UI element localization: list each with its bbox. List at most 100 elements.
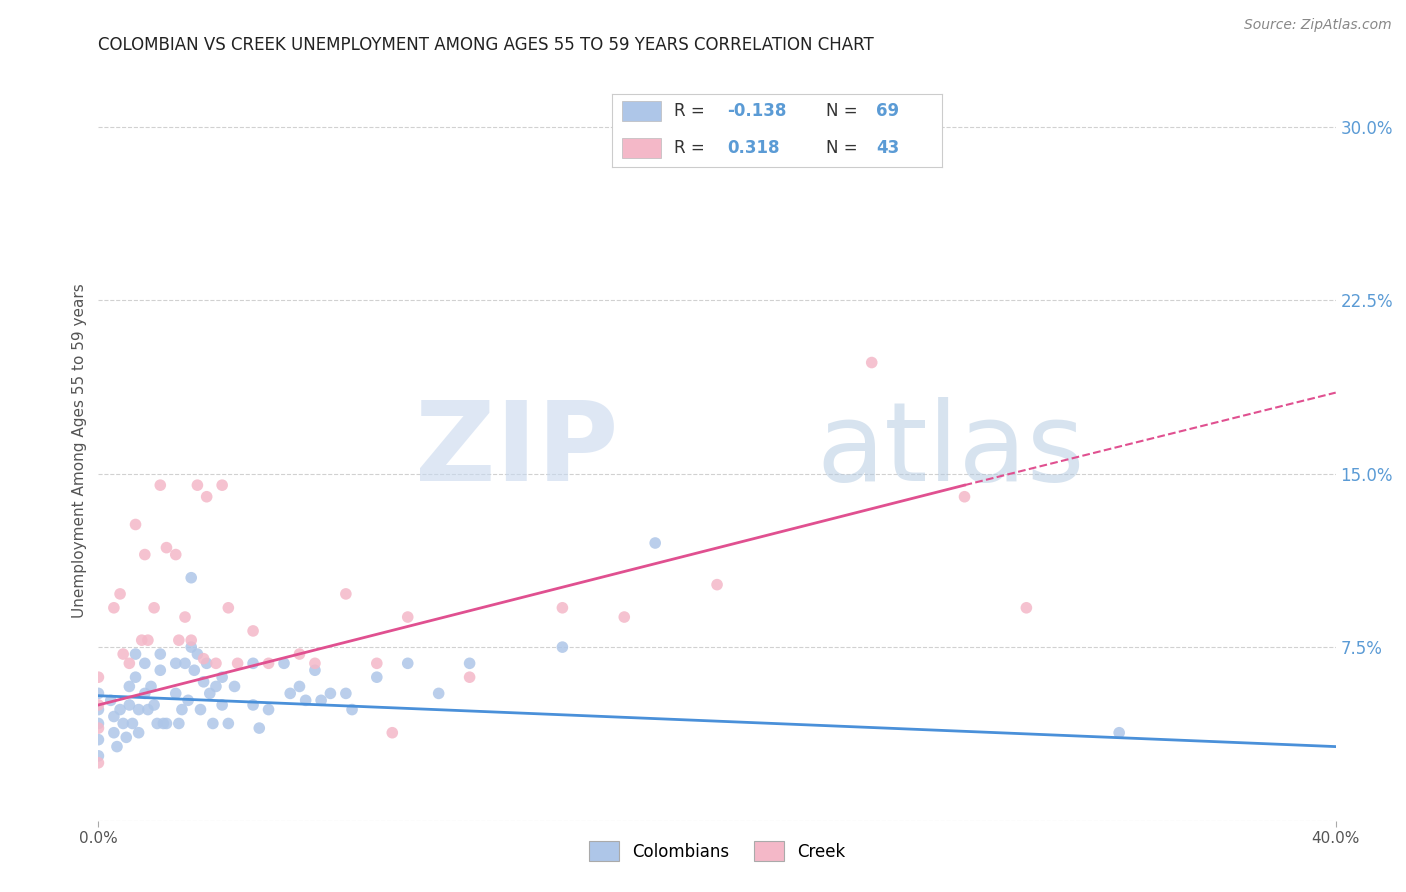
Point <box>149 478 172 492</box>
Point <box>224 680 246 694</box>
Point <box>190 703 212 717</box>
Point <box>257 703 280 717</box>
Text: R =: R = <box>675 139 716 157</box>
Point <box>124 647 146 661</box>
Point <box>128 725 150 739</box>
Point <box>1108 725 1130 739</box>
Point <box>121 716 143 731</box>
Point <box>193 674 215 689</box>
Point <box>706 577 728 591</box>
Point <box>211 478 233 492</box>
Point <box>366 670 388 684</box>
Text: N =: N = <box>827 139 863 157</box>
Point <box>294 693 316 707</box>
Point <box>174 657 197 671</box>
Point <box>87 716 110 731</box>
Point <box>180 633 202 648</box>
Point <box>186 478 208 492</box>
Point <box>273 657 295 671</box>
Point <box>112 716 135 731</box>
Point <box>155 716 177 731</box>
Point <box>118 698 141 712</box>
Point <box>257 657 280 671</box>
Point <box>1015 600 1038 615</box>
Point <box>100 693 122 707</box>
Point <box>366 657 388 671</box>
Point <box>103 709 125 723</box>
Point <box>155 541 177 555</box>
Point <box>134 657 156 671</box>
Point <box>183 663 205 677</box>
FancyBboxPatch shape <box>621 101 661 121</box>
Point <box>139 680 162 694</box>
Point <box>87 686 110 700</box>
Point <box>87 721 110 735</box>
Point <box>167 716 190 731</box>
Point <box>167 633 190 648</box>
Point <box>103 725 125 739</box>
Point <box>87 748 110 763</box>
Point <box>134 686 156 700</box>
Point <box>613 610 636 624</box>
Point <box>242 698 264 712</box>
Text: Source: ZipAtlas.com: Source: ZipAtlas.com <box>1244 18 1392 32</box>
Point <box>103 600 125 615</box>
Point <box>152 716 174 731</box>
Point <box>136 703 159 717</box>
Text: COLOMBIAN VS CREEK UNEMPLOYMENT AMONG AGES 55 TO 59 YEARS CORRELATION CHART: COLOMBIAN VS CREEK UNEMPLOYMENT AMONG AG… <box>98 36 875 54</box>
Text: -0.138: -0.138 <box>727 103 786 120</box>
Point <box>288 680 311 694</box>
Point <box>288 647 311 661</box>
Point <box>170 703 193 717</box>
Point <box>115 731 138 745</box>
Point <box>427 686 450 700</box>
Text: 43: 43 <box>876 139 900 157</box>
Point <box>87 670 110 684</box>
Point <box>211 698 233 712</box>
Point <box>87 756 110 770</box>
Point <box>242 624 264 638</box>
Legend: Colombians, Creek: Colombians, Creek <box>582 834 852 868</box>
Point <box>396 657 419 671</box>
Point <box>149 663 172 677</box>
Point <box>860 355 883 369</box>
Point <box>226 657 249 671</box>
Point <box>396 610 419 624</box>
Text: 69: 69 <box>876 103 898 120</box>
Point <box>177 693 200 707</box>
Point <box>304 657 326 671</box>
Point <box>131 633 153 648</box>
Point <box>149 647 172 661</box>
Y-axis label: Unemployment Among Ages 55 to 59 years: Unemployment Among Ages 55 to 59 years <box>72 283 87 618</box>
Point <box>118 680 141 694</box>
Text: atlas: atlas <box>815 397 1084 504</box>
Point <box>186 647 208 661</box>
Point <box>143 600 166 615</box>
Text: ZIP: ZIP <box>415 397 619 504</box>
Point <box>205 657 228 671</box>
Point <box>737 154 759 169</box>
Point <box>165 657 187 671</box>
Point <box>174 610 197 624</box>
Point <box>278 686 301 700</box>
Point <box>112 647 135 661</box>
Point <box>193 651 215 665</box>
Point <box>309 693 332 707</box>
Point <box>335 686 357 700</box>
Point <box>551 600 574 615</box>
Point <box>551 640 574 654</box>
Point <box>195 657 218 671</box>
Point <box>195 490 218 504</box>
Point <box>143 698 166 712</box>
Point <box>124 670 146 684</box>
Point <box>87 732 110 747</box>
Point <box>87 698 110 712</box>
Point <box>128 703 150 717</box>
Point <box>458 670 481 684</box>
FancyBboxPatch shape <box>621 137 661 158</box>
Point <box>136 633 159 648</box>
Point <box>180 640 202 654</box>
Point <box>87 703 110 717</box>
Point <box>211 670 233 684</box>
Point <box>146 716 169 731</box>
